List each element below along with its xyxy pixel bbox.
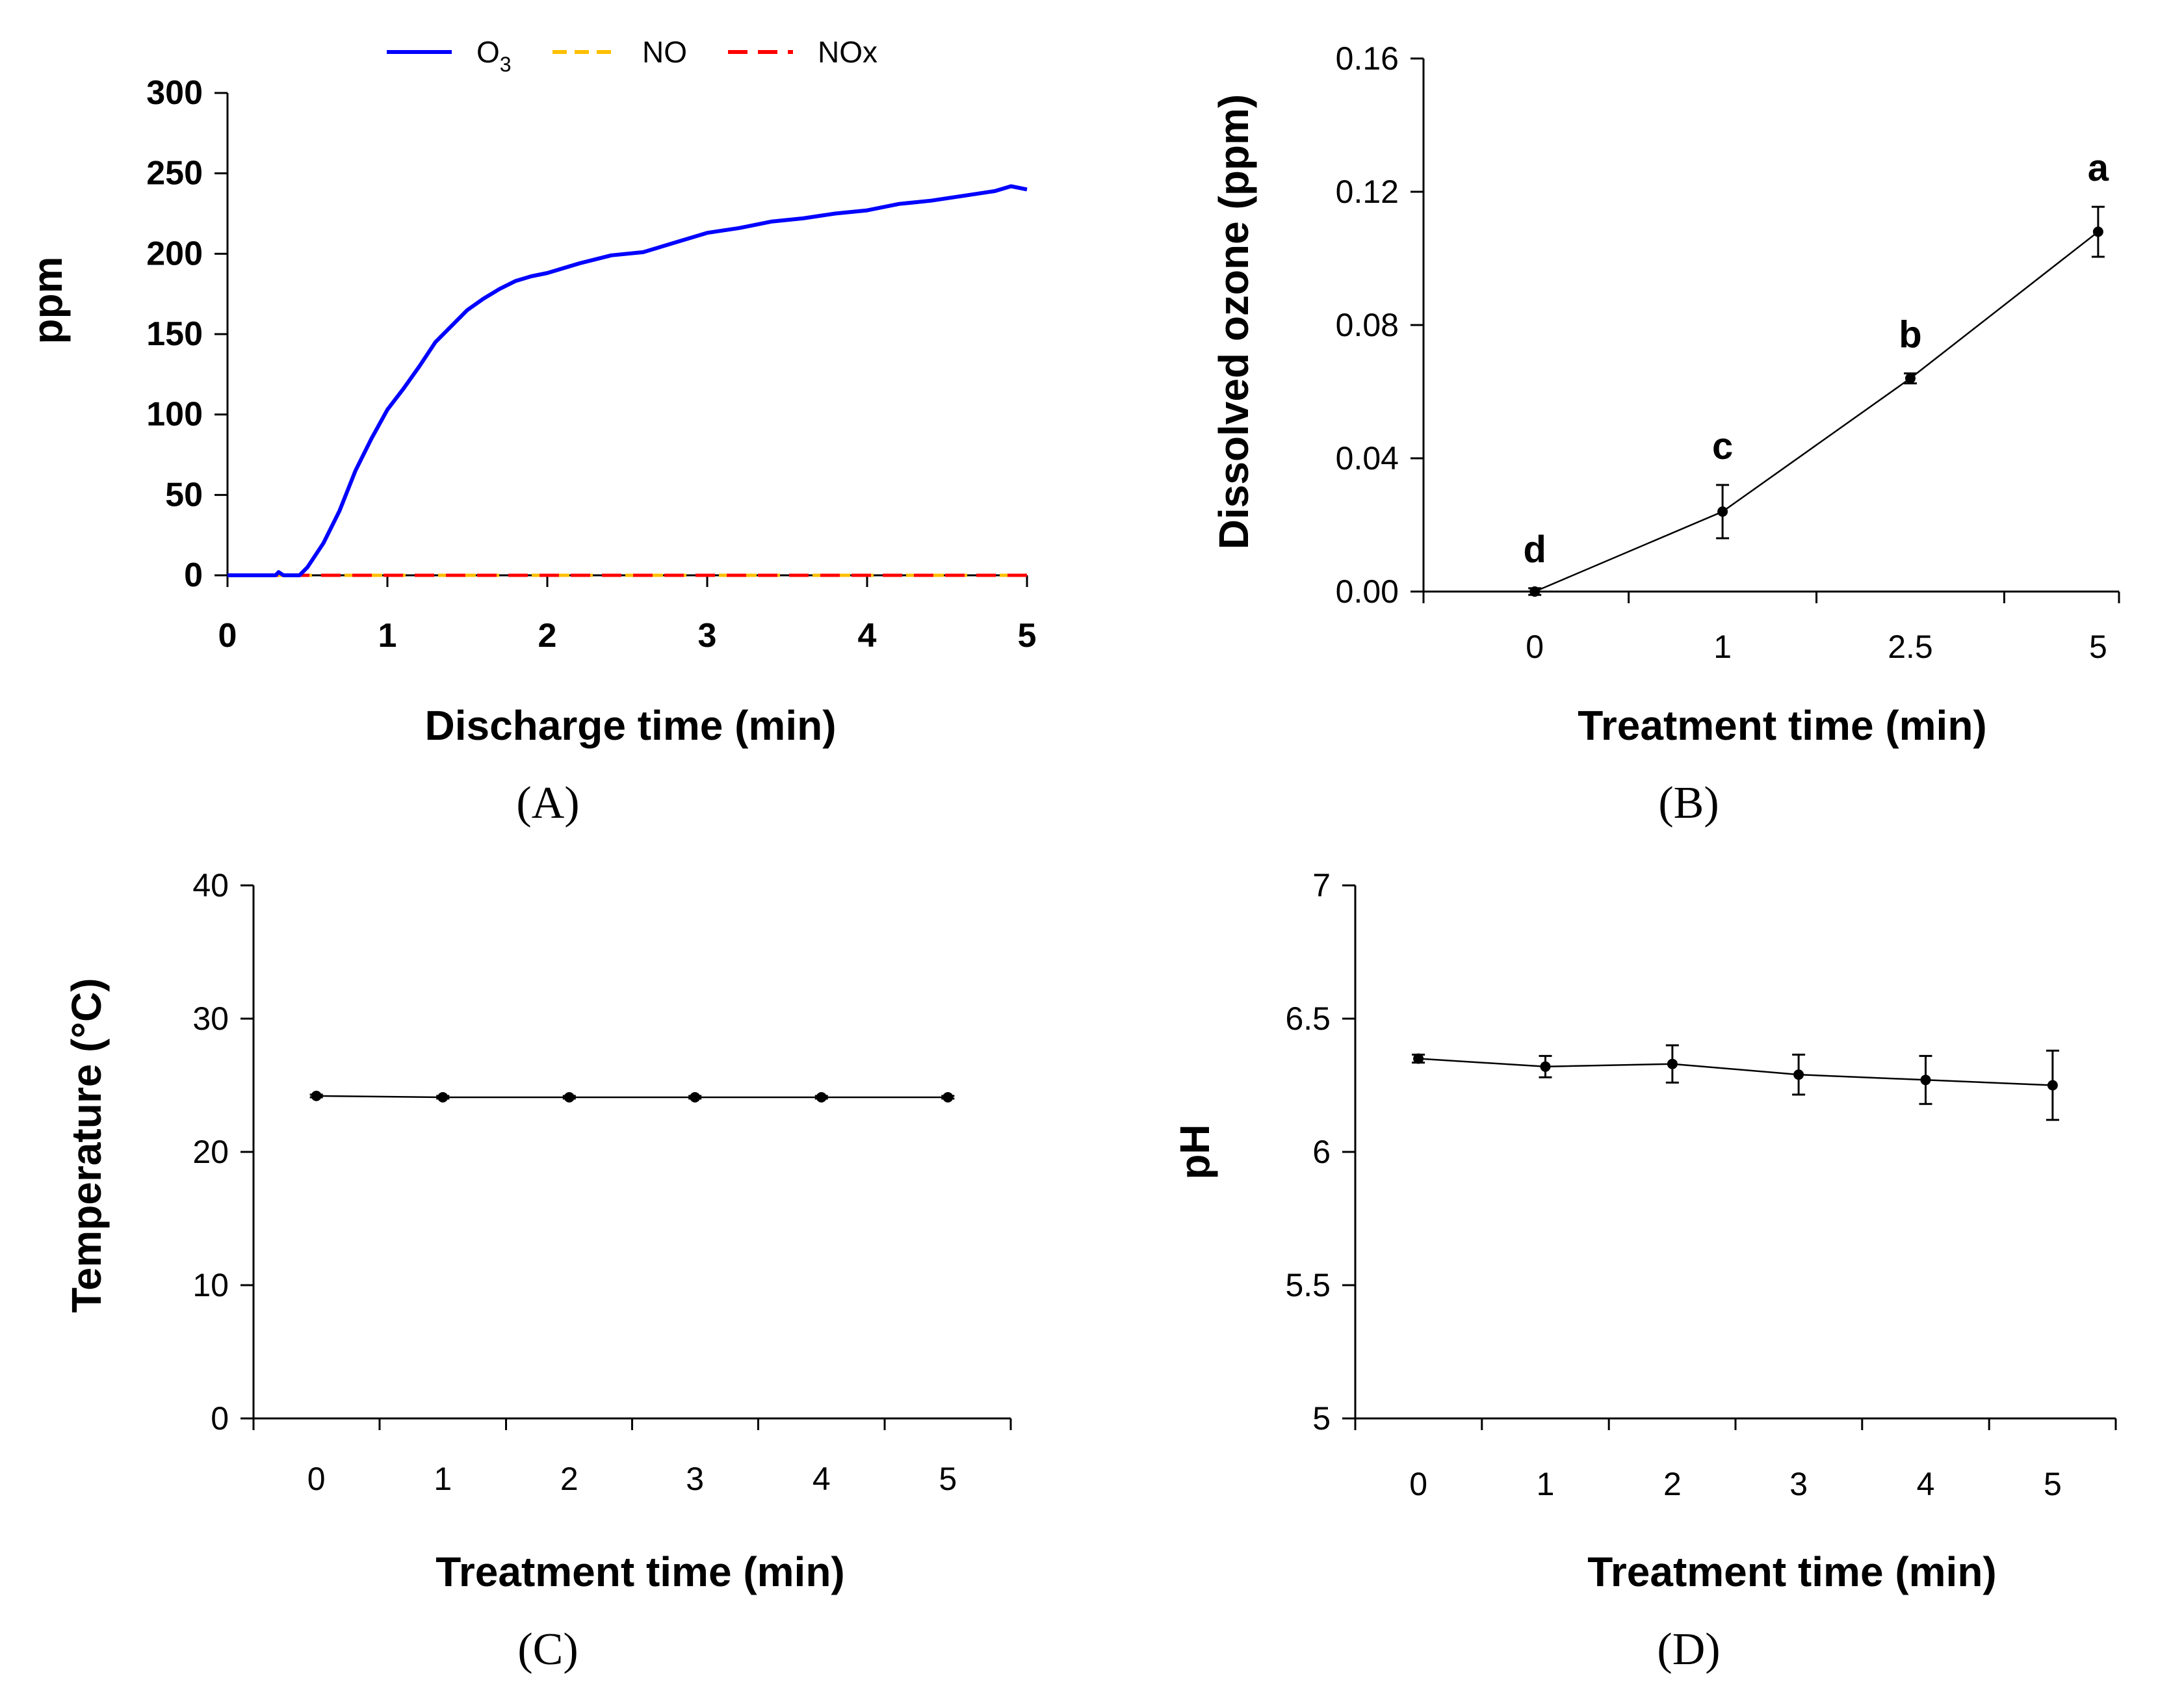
y-tick-label: 6 <box>1312 1134 1331 1170</box>
y-axis-title: pH <box>1171 1124 1218 1179</box>
y-tick-label: 0 <box>184 556 203 594</box>
panel-label: (A) <box>516 778 579 828</box>
significance-label: c <box>1712 425 1733 467</box>
y-tick-label: 7 <box>1312 867 1331 904</box>
x-axis-title: Treatment time (min) <box>1578 702 1986 749</box>
legend-label-sub: 3 <box>500 53 512 76</box>
data-point <box>1717 506 1728 517</box>
x-tick-label: 0 <box>218 617 237 655</box>
y-tick-label: 0.12 <box>1336 174 1399 210</box>
data-point <box>690 1091 701 1102</box>
x-tick-label: 5 <box>2044 1466 2062 1502</box>
panel-c: 0 10 20 30 40 0 1 2 3 4 5 Treatment time (min) Tempe… <box>63 867 1012 1675</box>
x-tick-label: 4 <box>812 1461 831 1497</box>
y-tick-label: 0 <box>211 1400 229 1437</box>
y-axis-title: Dissolved ozone (ppm) <box>1210 94 1257 550</box>
data-point <box>2092 226 2103 237</box>
y-tick-label: 300 <box>146 74 203 112</box>
x-tick-label: 4 <box>858 617 877 655</box>
y-tick-label: 5 <box>1312 1400 1331 1437</box>
series-line <box>1418 1058 2053 1086</box>
significance-label: a <box>2088 147 2109 189</box>
y-tick-label: 150 <box>146 315 203 353</box>
data-point <box>1667 1058 1678 1069</box>
x-tick-label: 1 <box>1537 1466 1555 1502</box>
data-point <box>1905 373 1916 384</box>
significance-label: b <box>1899 313 1921 356</box>
y-tick-label: 6.5 <box>1285 1000 1331 1037</box>
x-tick-label: 5 <box>1018 617 1037 655</box>
legend: O3 NO NOx <box>387 35 878 76</box>
y-tick-label: 0.00 <box>1336 573 1399 610</box>
data-point <box>564 1091 575 1102</box>
y-tick-label: 20 <box>192 1134 229 1170</box>
data-point <box>816 1091 827 1102</box>
x-tick-label: 1 <box>378 617 397 655</box>
x-tick-label: 3 <box>698 617 717 655</box>
panel-a: 0 50 100 150 200 250 300 0 1 2 3 4 5 Discharge time (… <box>24 35 1036 828</box>
x-tick-label: 0 <box>307 1461 326 1497</box>
y-tick-label: 0.16 <box>1336 40 1399 77</box>
x-tick-label: 2.5 <box>1888 629 1933 665</box>
legend-label: NOx <box>818 35 878 69</box>
x-tick-label: 0 <box>1526 629 1544 665</box>
y-tick-label: 200 <box>146 235 203 272</box>
data-point <box>1793 1069 1804 1080</box>
data-point <box>1413 1053 1424 1064</box>
x-tick-label: 1 <box>1713 629 1732 665</box>
significance-label: d <box>1523 528 1546 571</box>
data-point <box>942 1091 954 1102</box>
panel-label: (D) <box>1657 1624 1720 1675</box>
x-axis-title: Treatment time (min) <box>436 1548 844 1595</box>
legend-label: NO <box>642 35 687 69</box>
y-tick-label: 0.04 <box>1336 440 1399 476</box>
y-tick-label: 100 <box>146 396 203 434</box>
y-tick-label: 5.5 <box>1285 1267 1331 1303</box>
data-point <box>437 1091 448 1102</box>
x-axis-title: Treatment time (min) <box>1587 1548 1996 1595</box>
x-tick-label: 2 <box>1663 1466 1682 1502</box>
y-tick-label: 30 <box>192 1000 229 1037</box>
x-tick-label: 4 <box>1917 1466 1935 1502</box>
data-point <box>1540 1061 1551 1072</box>
x-tick-label: 0 <box>1409 1466 1427 1502</box>
y-tick-label: 0.08 <box>1336 307 1399 343</box>
series-line-o3 <box>228 184 1028 577</box>
x-tick-label: 5 <box>2089 629 2107 665</box>
y-tick-label: 10 <box>192 1267 229 1303</box>
y-tick-label: 40 <box>192 867 229 904</box>
x-tick-label: 5 <box>939 1461 957 1497</box>
panel-label: (C) <box>517 1624 578 1675</box>
x-axis-title: Discharge time (min) <box>424 702 836 749</box>
y-axis-title: ppm <box>24 256 71 344</box>
data-point <box>2047 1080 2058 1091</box>
panel-label: (B) <box>1658 778 1719 828</box>
y-tick-label: 250 <box>146 155 203 192</box>
x-tick-label: 3 <box>1789 1466 1808 1502</box>
x-tick-label: 3 <box>686 1461 704 1497</box>
panel-b: 0.00 0.04 0.08 0.12 0.16 0 1 2.5 5 Treatment time… <box>1210 40 2120 828</box>
panel-d: 5 5.5 6 6.5 7 0 1 2 3 4 5 Treatment time (min) pH (D) <box>1171 867 2117 1675</box>
x-tick-label: 2 <box>560 1461 578 1497</box>
data-point <box>1920 1075 1931 1086</box>
y-axis-title: Temperature (°C) <box>63 978 110 1312</box>
series-line <box>316 1095 948 1099</box>
x-tick-label: 2 <box>538 617 557 655</box>
data-point <box>311 1090 322 1101</box>
legend-label-main: O <box>476 35 500 69</box>
data-point <box>1529 586 1540 597</box>
x-tick-label: 1 <box>434 1461 452 1497</box>
legend-label: O3 <box>476 35 512 76</box>
series-line <box>1534 231 2099 593</box>
y-tick-label: 50 <box>165 476 203 514</box>
